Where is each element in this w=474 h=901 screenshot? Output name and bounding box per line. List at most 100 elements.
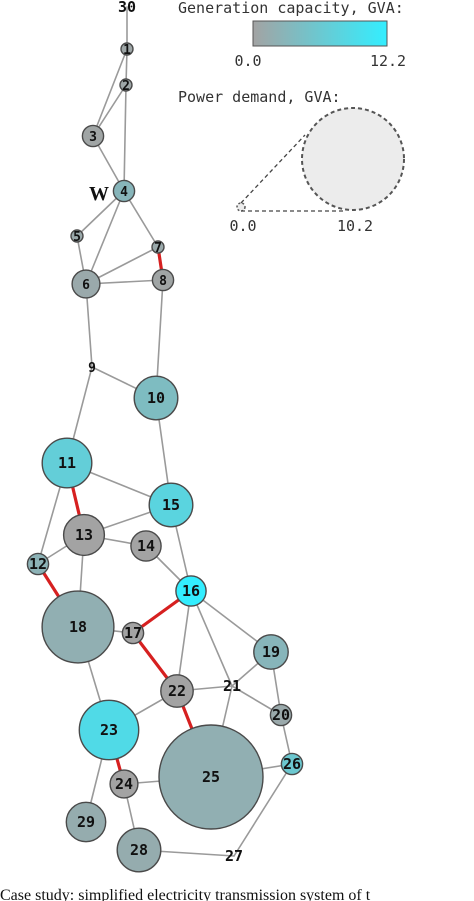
node-11-label: 11	[58, 454, 76, 472]
node-13: 13	[62, 513, 106, 557]
node-8-label: 8	[159, 274, 167, 289]
demand-legend-title: Power demand, GVA:	[178, 88, 341, 106]
node-30-label: 30	[118, 0, 136, 16]
node-25-circle	[158, 724, 264, 830]
node-4-circle	[112, 179, 136, 203]
edge-layer	[36, 6, 293, 857]
node-3-label: 3	[89, 130, 97, 145]
node-19: 19	[253, 634, 289, 670]
node-12: 12	[26, 552, 50, 576]
generation-min-label: 0.0	[234, 52, 261, 70]
node-15-circle	[148, 482, 194, 528]
node-4: 4	[112, 179, 136, 203]
node-10-label: 10	[147, 389, 165, 407]
node-26-circle	[280, 752, 304, 776]
node-17: 17	[121, 621, 145, 645]
node-20: 20	[269, 703, 293, 727]
node-28: 28	[116, 827, 162, 873]
node-9: 9	[88, 361, 96, 376]
node-2-circle	[119, 78, 133, 92]
node-7-label: 7	[154, 241, 162, 256]
edge-26-27	[233, 763, 293, 857]
node-19-circle	[253, 634, 289, 670]
node-5-label: 5	[73, 230, 81, 245]
node-8-circle	[151, 268, 175, 292]
node-3-circle	[81, 124, 105, 148]
node-29-label: 29	[77, 813, 95, 831]
node-13-circle	[62, 513, 106, 557]
node-30: 30	[118, 0, 136, 16]
node-10: 10	[133, 375, 179, 421]
node-26-label: 26	[283, 755, 301, 773]
node-22-label: 22	[168, 682, 186, 700]
node-26: 26	[280, 752, 304, 776]
node-22-circle	[160, 674, 194, 708]
node-11: 11	[41, 437, 93, 489]
node-18: 18	[41, 590, 115, 664]
node-13-label: 13	[75, 526, 93, 544]
demand-legend-small-circle	[236, 202, 246, 212]
node-8: 8	[151, 268, 175, 292]
node-23-label: 23	[100, 721, 118, 739]
node-21: 21	[223, 677, 241, 695]
node-23-circle	[78, 699, 140, 761]
node-20-label: 20	[272, 706, 290, 724]
node-16-circle	[175, 575, 207, 607]
node-10-circle	[133, 375, 179, 421]
node-14: 14	[130, 530, 162, 562]
node-18-circle	[41, 590, 115, 664]
node-24-label: 24	[115, 775, 133, 793]
marker-w-label: W	[89, 183, 109, 205]
demand-legend-connector-top	[240, 134, 306, 204]
node-layer: 3012345678910111213141516171819202122232…	[26, 0, 304, 873]
demand-max-label: 10.2	[337, 217, 373, 235]
node-12-circle	[26, 552, 50, 576]
node-6: 6	[71, 269, 101, 299]
node-2: 2	[119, 78, 133, 94]
node-27: 27	[225, 847, 243, 865]
node-15: 15	[148, 482, 194, 528]
node-27-label: 27	[225, 847, 243, 865]
node-9-label: 9	[88, 361, 96, 376]
demand-legend-large-circle	[301, 107, 405, 211]
generation-legend: Generation capacity, GVA: 0.0 12.2	[178, 0, 406, 70]
node-24-circle	[109, 769, 139, 799]
node-6-circle	[71, 269, 101, 299]
node-4-label: 4	[120, 185, 128, 200]
edge-1-3	[92, 48, 128, 137]
node-25: 25	[158, 724, 264, 830]
node-29: 29	[65, 801, 107, 843]
node-20-circle	[269, 703, 293, 727]
node-14-circle	[130, 530, 162, 562]
node-17-circle	[121, 621, 145, 645]
demand-min-label: 0.0	[229, 217, 256, 235]
node-7-circle	[151, 240, 165, 254]
node-19-label: 19	[262, 643, 280, 661]
node-3: 3	[81, 124, 105, 148]
figure-caption: Case study: simplified electricity trans…	[0, 887, 371, 901]
node-18-label: 18	[69, 618, 87, 636]
node-22: 22	[160, 674, 194, 708]
edge-16-21	[190, 590, 233, 687]
node-1: 1	[120, 42, 134, 58]
node-24: 24	[109, 769, 139, 799]
node-16-label: 16	[182, 582, 200, 600]
edge-4-6	[85, 190, 125, 285]
node-16: 16	[175, 575, 207, 607]
node-6-label: 6	[82, 278, 90, 293]
node-5: 5	[70, 229, 84, 245]
demand-legend: Power demand, GVA: 0.0 10.2	[178, 88, 405, 235]
node-12-label: 12	[29, 555, 47, 573]
node-29-circle	[65, 801, 107, 843]
node-1-circle	[120, 42, 134, 56]
node-17-label: 17	[124, 624, 142, 642]
node-14-label: 14	[137, 537, 155, 555]
node-28-label: 28	[130, 841, 148, 859]
node-2-label: 2	[122, 79, 130, 94]
node-1-label: 1	[123, 43, 131, 58]
node-7: 7	[151, 240, 165, 256]
node-23: 23	[78, 699, 140, 761]
node-5-circle	[70, 229, 84, 243]
generation-colorbar	[252, 20, 388, 47]
